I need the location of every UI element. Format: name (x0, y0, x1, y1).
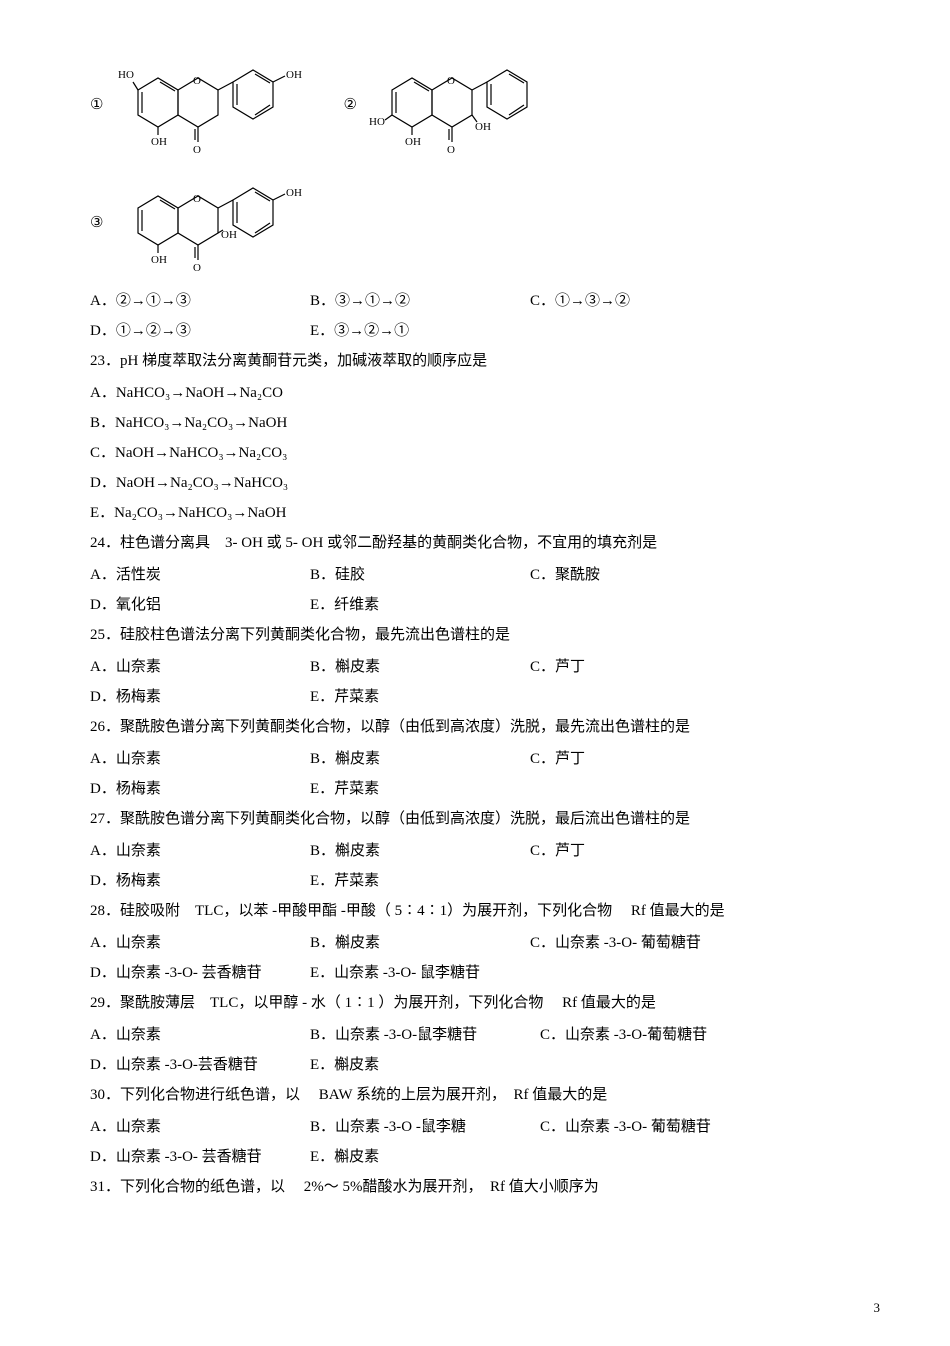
q22-option-e: E．③→②→① (310, 316, 530, 346)
q30-option-b: B．山奈素 -3-O -鼠李糖 (310, 1112, 540, 1142)
q29-options-row1: A．山奈素 B．山奈素 -3-O-鼠李糖苷 C．山奈素 -3-O-葡萄糖苷 (90, 1020, 880, 1050)
q25-options-row2: D．杨梅素 E．芹菜素 (90, 682, 880, 712)
q25-option-a: A．山奈素 (90, 652, 310, 682)
q29-option-d: D．山奈素 -3-O-芸香糖苷 (90, 1050, 310, 1080)
structures-row-1: ① O O OH HO (90, 50, 880, 160)
svg-text:O: O (193, 262, 201, 274)
q22-option-c: C．①→③→② (530, 286, 750, 316)
q28-option-e: E．山奈素 -3-O- 鼠李糖苷 (310, 958, 570, 988)
flavonoid-structure-2: O O OH HO OH (367, 50, 567, 160)
q27-option-d: D．杨梅素 (90, 866, 310, 896)
q25-options-row1: A．山奈素 B．槲皮素 C．芦丁 (90, 652, 880, 682)
flavonoid-structure-1: O O OH HO OH (113, 50, 313, 160)
q25-option-d: D．杨梅素 (90, 682, 310, 712)
q26-options-row2: D．杨梅素 E．芹菜素 (90, 774, 880, 804)
q30-option-d: D．山奈素 -3-O- 芸香糖苷 (90, 1142, 310, 1172)
q26-option-a: A．山奈素 (90, 744, 310, 774)
q27-option-e: E．芹菜素 (310, 866, 530, 896)
q27-option-b: B．槲皮素 (310, 836, 530, 866)
svg-text:HO: HO (369, 116, 385, 128)
svg-text:O: O (447, 75, 455, 87)
svg-text:HO: HO (118, 69, 134, 81)
q22-options-row2: D．①→②→③ E．③→②→① (90, 316, 880, 346)
page-number: 3 (874, 1295, 881, 1321)
structure-label-2: ② (343, 90, 356, 120)
q30-option-a: A．山奈素 (90, 1112, 310, 1142)
q23-option-d: D．NaOH→Na₂CO₃→NaHCO₃ (90, 468, 880, 498)
q23-option-e: E．Na₂CO₃→NaHCO₃→NaOH (90, 498, 880, 528)
q29-option-b: B．山奈素 -3-O-鼠李糖苷 (310, 1020, 540, 1050)
q23-text: 23．pH 梯度萃取法分离黄酮苷元类，加碱液萃取的顺序应是 (90, 346, 880, 376)
q26-option-e: E．芹菜素 (310, 774, 530, 804)
svg-text:OH: OH (151, 254, 167, 266)
q30-text: 30．下列化合物进行纸色谱，以 BAW 系统的上层为展开剂， Rf 值最大的是 (90, 1080, 880, 1110)
structure-label-3: ③ (90, 208, 103, 238)
structures-row-2: ③ O O OH OH O (90, 168, 880, 278)
svg-text:OH: OH (286, 69, 302, 81)
svg-text:OH: OH (221, 229, 237, 241)
q23-option-a: A．NaHCO₃→NaOH→Na₂CO (90, 378, 880, 408)
q24-option-c: C．聚酰胺 (530, 560, 750, 590)
q22-options-row1: A．②→①→③ B．③→①→② C．①→③→② (90, 286, 880, 316)
structure-2: ② O O OH HO OH (343, 50, 566, 160)
q26-option-d: D．杨梅素 (90, 774, 310, 804)
svg-text:O: O (193, 144, 201, 156)
q22-option-a: A．②→①→③ (90, 286, 310, 316)
flavonoid-structure-3: O O OH OH OH (113, 168, 313, 278)
q26-text: 26．聚酰胺色谱分离下列黄酮类化合物，以醇（由低到高浓度）洗脱，最先流出色谱柱的… (90, 712, 880, 742)
q29-option-c: C．山奈素 -3-O-葡萄糖苷 (540, 1020, 770, 1050)
q30-option-e: E．槲皮素 (310, 1142, 530, 1172)
q30-option-c: C．山奈素 -3-O- 葡萄糖苷 (540, 1112, 770, 1142)
q28-option-a: A．山奈素 (90, 928, 310, 958)
q30-options-row1: A．山奈素 B．山奈素 -3-O -鼠李糖 C．山奈素 -3-O- 葡萄糖苷 (90, 1112, 880, 1142)
structure-1: ① O O OH HO (90, 50, 313, 160)
structure-3: ③ O O OH OH O (90, 168, 313, 278)
q29-option-e: E．槲皮素 (310, 1050, 530, 1080)
q28-text: 28．硅胶吸附 TLC，以苯 -甲酸甲酯 -甲酸（ 5∶4∶1）为展开剂，下列化… (90, 896, 880, 926)
q28-option-c: C．山奈素 -3-O- 葡萄糖苷 (530, 928, 790, 958)
q26-options-row1: A．山奈素 B．槲皮素 C．芦丁 (90, 744, 880, 774)
svg-text:OH: OH (405, 136, 421, 148)
q27-option-c: C．芦丁 (530, 836, 750, 866)
q24-text: 24．柱色谱分离具 3- OH 或 5- OH 或邻二酚羟基的黄酮类化合物，不宜… (90, 528, 880, 558)
q24-option-a: A．活性炭 (90, 560, 310, 590)
q28-options-row2: D．山奈素 -3-O- 芸香糖苷 E．山奈素 -3-O- 鼠李糖苷 (90, 958, 880, 988)
q26-option-c: C．芦丁 (530, 744, 750, 774)
q27-options-row1: A．山奈素 B．槲皮素 C．芦丁 (90, 836, 880, 866)
q24-option-d: D．氧化铝 (90, 590, 310, 620)
q25-option-b: B．槲皮素 (310, 652, 530, 682)
q24-options-row1: A．活性炭 B．硅胶 C．聚酰胺 (90, 560, 880, 590)
q27-options-row2: D．杨梅素 E．芹菜素 (90, 866, 880, 896)
q29-option-a: A．山奈素 (90, 1020, 310, 1050)
q25-text: 25．硅胶柱色谱法分离下列黄酮类化合物，最先流出色谱柱的是 (90, 620, 880, 650)
q23-option-b: B．NaHCO₃→Na₂CO₃→NaOH (90, 408, 880, 438)
svg-text:OH: OH (475, 121, 491, 133)
q25-option-e: E．芹菜素 (310, 682, 530, 712)
q25-option-c: C．芦丁 (530, 652, 750, 682)
svg-text:OH: OH (151, 136, 167, 148)
q24-option-b: B．硅胶 (310, 560, 530, 590)
svg-text:O: O (193, 75, 201, 87)
q22-option-b: B．③→①→② (310, 286, 530, 316)
q22-option-d: D．①→②→③ (90, 316, 310, 346)
q31-text: 31．下列化合物的纸色谱，以 2%～ 5%醋酸水为展开剂， Rf 值大小顺序为 (90, 1172, 880, 1202)
q28-option-d: D．山奈素 -3-O- 芸香糖苷 (90, 958, 310, 988)
q30-options-row2: D．山奈素 -3-O- 芸香糖苷 E．槲皮素 (90, 1142, 880, 1172)
svg-text:O: O (193, 193, 201, 205)
q27-option-a: A．山奈素 (90, 836, 310, 866)
q24-option-e: E．纤维素 (310, 590, 530, 620)
q24-options-row2: D．氧化铝 E．纤维素 (90, 590, 880, 620)
q26-option-b: B．槲皮素 (310, 744, 530, 774)
svg-text:OH: OH (286, 187, 302, 199)
q28-option-b: B．槲皮素 (310, 928, 530, 958)
svg-text:O: O (447, 144, 455, 156)
q29-options-row2: D．山奈素 -3-O-芸香糖苷 E．槲皮素 (90, 1050, 880, 1080)
q27-text: 27．聚酰胺色谱分离下列黄酮类化合物，以醇（由低到高浓度）洗脱，最后流出色谱柱的… (90, 804, 880, 834)
structure-label-1: ① (90, 90, 103, 120)
q23-option-c: C．NaOH→NaHCO₃→Na₂CO₃ (90, 438, 880, 468)
q29-text: 29．聚酰胺薄层 TLC，以甲醇 - 水（ 1∶1 ）为展开剂，下列化合物 Rf… (90, 988, 880, 1018)
q28-options-row1: A．山奈素 B．槲皮素 C．山奈素 -3-O- 葡萄糖苷 (90, 928, 880, 958)
